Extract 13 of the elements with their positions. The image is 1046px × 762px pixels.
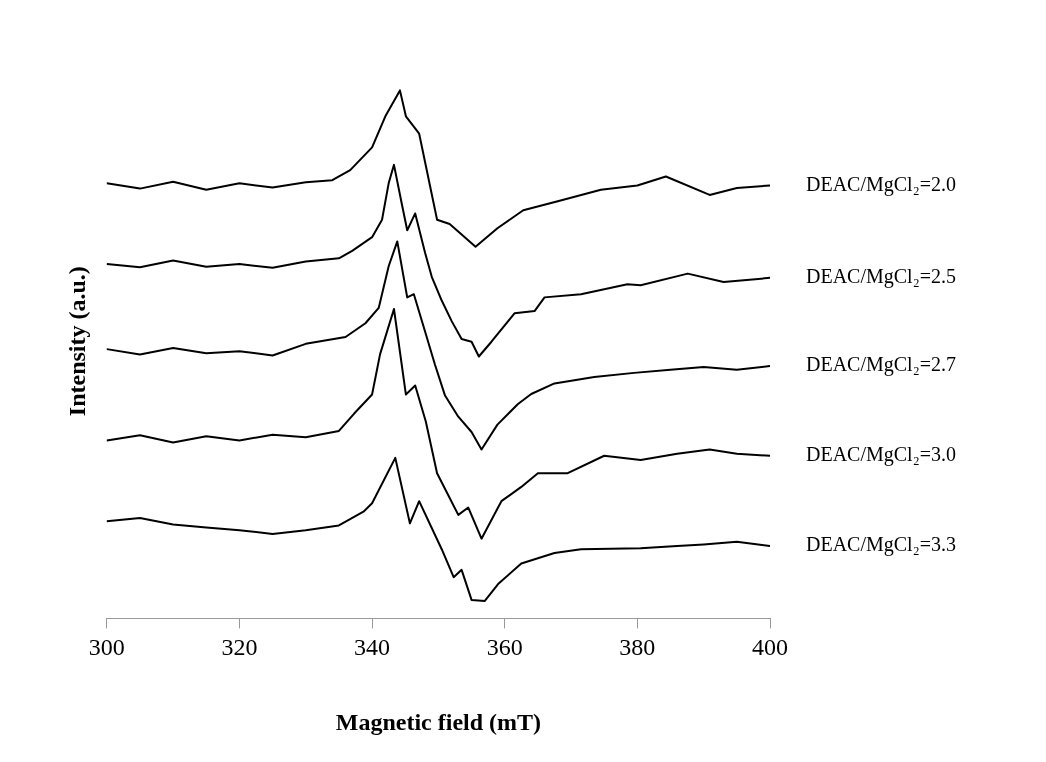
series-label: DEAC/MgCl₂=2.0: [806, 172, 956, 196]
series-label: DEAC/MgCl₂=2.5: [806, 265, 956, 289]
y-axis-title: Intensity (a.u.): [63, 266, 90, 417]
x-tick-label: 340: [354, 634, 391, 661]
x-tick-label: 400: [752, 634, 788, 661]
x-axis-title: Magnetic field (mT): [335, 708, 542, 735]
x-tick-label: 300: [88, 634, 125, 661]
x-tick-label: 360: [486, 634, 523, 661]
series-label: DEAC/MgCl₂=3.3: [806, 533, 956, 557]
x-tick-label: 380: [619, 634, 656, 661]
x-tick-label: 320: [221, 634, 258, 661]
series-label: DEAC/MgCl₂=3.0: [806, 443, 956, 467]
series-label: DEAC/MgCl₂=2.7: [806, 353, 956, 377]
